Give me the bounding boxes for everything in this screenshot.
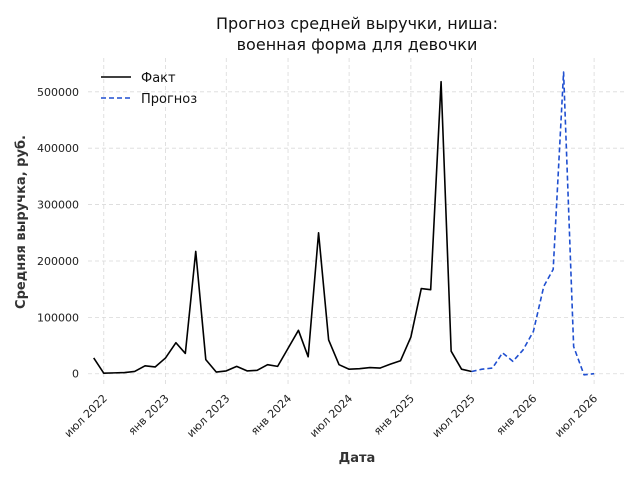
x-tick-label: июл 2025 <box>430 392 478 440</box>
x-tick-label: июл 2026 <box>552 392 600 440</box>
fact-point <box>154 366 156 368</box>
legend-label-forecast: Прогноз <box>141 92 197 107</box>
forecast-point <box>532 330 534 332</box>
forecast-point <box>572 345 574 347</box>
series-line-fact <box>93 80 472 374</box>
forecast-point <box>552 268 554 270</box>
fact-point <box>358 367 360 369</box>
fact-point <box>215 371 217 373</box>
x-tick-label: июл 2022 <box>62 392 110 440</box>
fact-point <box>420 287 422 289</box>
forecast-point <box>543 285 545 287</box>
forecast-point <box>593 373 595 375</box>
x-axis-label: Дата <box>339 451 376 466</box>
grid-layer <box>88 58 625 385</box>
fact-point <box>307 356 309 358</box>
y-tick-label: 0 <box>72 368 79 381</box>
fact-point <box>103 372 105 374</box>
y-tick-label: 400000 <box>37 142 79 155</box>
fact-point <box>246 370 248 372</box>
forecast-point <box>470 370 472 372</box>
fact-point <box>369 366 371 368</box>
fact-point <box>113 372 115 374</box>
fact-point <box>297 329 299 331</box>
fact-point <box>379 367 381 369</box>
fact-point <box>205 358 207 360</box>
fact-point <box>175 342 177 344</box>
series-layer <box>93 71 595 376</box>
fact-point <box>399 360 401 362</box>
forecast-point <box>512 360 514 362</box>
fact-point <box>235 365 237 367</box>
x-tick-label: июл 2023 <box>184 392 232 440</box>
fact-point <box>144 365 146 367</box>
fact-point <box>225 370 227 372</box>
fact-point <box>195 250 197 252</box>
chart-title-line-2: военная форма для девочки <box>237 35 478 54</box>
fact-point <box>133 370 135 372</box>
series-line-forecast <box>471 71 595 376</box>
forecast-point <box>491 367 493 369</box>
fact-point <box>184 352 186 354</box>
fact-point <box>93 357 95 359</box>
fact-point <box>276 365 278 367</box>
y-axis-label: Средняя выручка, руб. <box>14 135 29 309</box>
y-tick-label: 500000 <box>37 86 79 99</box>
fact-point <box>327 339 329 341</box>
legend-label-fact: Факт <box>141 71 176 86</box>
fact-point <box>389 363 391 365</box>
fact-point <box>164 357 166 359</box>
forecast-point <box>562 71 564 73</box>
legend: Факт Прогноз <box>101 71 197 107</box>
y-tick-label: 300000 <box>37 199 79 212</box>
fact-point <box>287 347 289 349</box>
fact-point <box>266 364 268 366</box>
fact-point <box>410 336 412 338</box>
fact-point <box>338 364 340 366</box>
forecast-point <box>522 349 524 351</box>
fact-point <box>123 371 125 373</box>
forecast-point <box>481 368 483 370</box>
x-tick-label: янв 2024 <box>248 392 294 438</box>
y-tick-label: 200000 <box>37 255 79 268</box>
y-tick-label: 100000 <box>37 311 79 324</box>
x-tick-label: янв 2025 <box>371 392 417 438</box>
tick-layer: 0 100000 200000 300000 400000 500000 июл 2022 я… <box>37 86 600 440</box>
fact-point <box>256 369 258 371</box>
fact-point <box>450 350 452 352</box>
fact-point <box>317 232 319 234</box>
x-tick-label: янв 2026 <box>494 392 540 438</box>
fact-point <box>429 289 431 291</box>
fact-point <box>460 368 462 370</box>
chart-title-line-1: Прогноз средней выручки, ниша: <box>216 14 498 33</box>
fact-point <box>348 368 350 370</box>
x-tick-label: июл 2024 <box>307 392 355 440</box>
forecast-point <box>583 374 585 376</box>
fact-point <box>440 80 442 82</box>
x-tick-label: янв 2023 <box>126 392 172 438</box>
forecast-point <box>501 352 503 354</box>
